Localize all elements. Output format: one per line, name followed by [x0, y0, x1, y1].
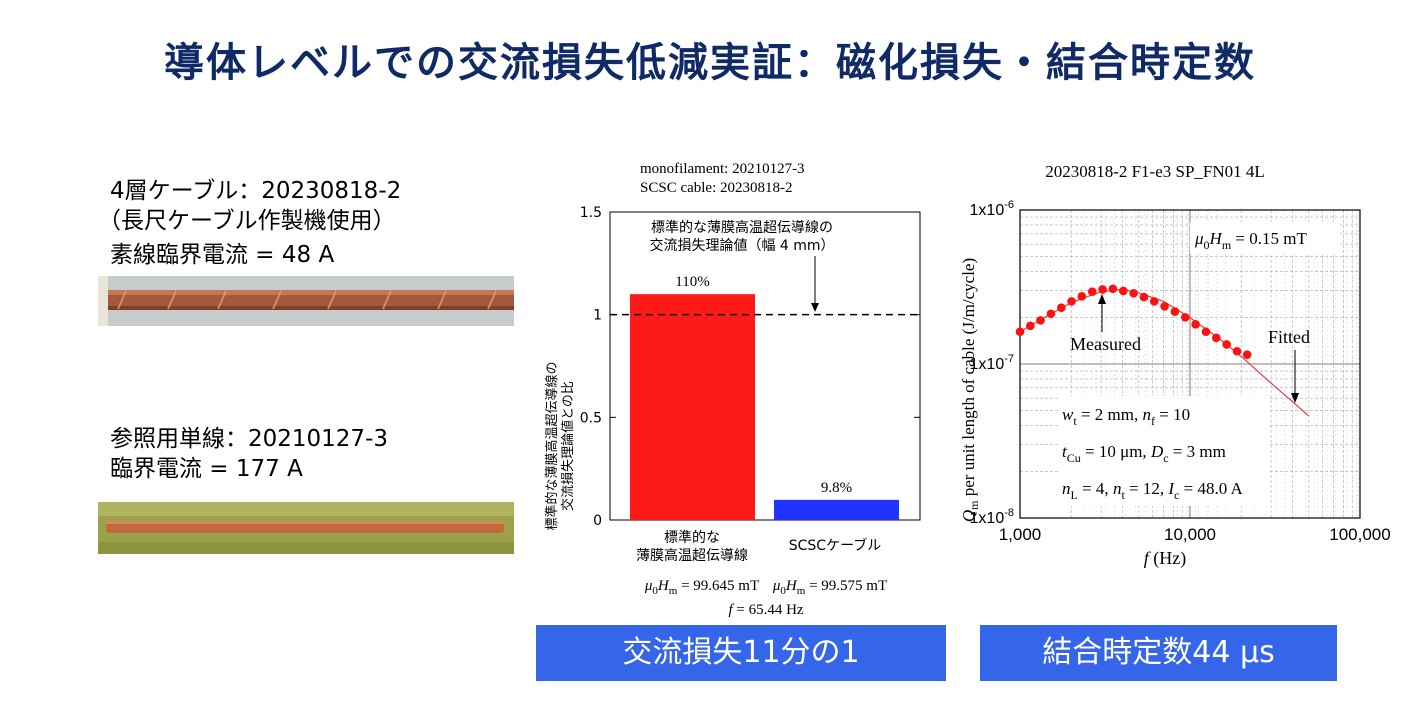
measured-point	[1015, 327, 1025, 337]
measured-point	[1201, 327, 1211, 337]
page-title: 導体レベルでの交流損失低減実証：磁化損失・結合時定数	[164, 40, 1256, 86]
bar-chart-axes: 0 0.5 1 1.5	[580, 205, 921, 529]
bar-y-tick-label: 1.5	[580, 205, 602, 221]
category-label-2: SCSCケーブル	[789, 537, 881, 554]
mono-name-text: 参照用単線：20210127-3	[110, 426, 388, 452]
bar-chart-header-1: monofilament: 20210127-3	[640, 161, 805, 177]
x-tick-label: 10,000	[1164, 525, 1216, 544]
loss-plot-marks	[1015, 284, 1310, 417]
measured-point	[1129, 288, 1138, 298]
time-constant-banner: 結合時定数44 μs	[980, 625, 1337, 681]
measured-point	[1222, 340, 1231, 349]
bar-chart-ylabel-2: 交流損失理論値との比	[560, 381, 576, 511]
bar-chart-marks: 110% 9.8%	[610, 274, 920, 520]
measured-label: Measured	[1070, 334, 1141, 354]
bar-data-label-2: 9.8%	[821, 480, 852, 496]
measured-point	[1170, 307, 1180, 316]
bar-y-tick-label: 1	[593, 308, 602, 324]
annotation-arrow-head	[811, 303, 819, 312]
bar-y-tick-label: 0	[593, 513, 602, 529]
measured-point	[1046, 309, 1056, 319]
field-label-bg	[1190, 222, 1338, 254]
measured-point	[1067, 297, 1076, 306]
bar-chart: monofilament: 20210127-3 SCSC cable: 202…	[544, 161, 921, 618]
measured-point	[1118, 286, 1128, 296]
measured-point	[1180, 313, 1190, 322]
bar-chart-header-2: SCSC cable: 20230818-2	[640, 180, 793, 196]
fitted-arrow-head	[1291, 393, 1299, 403]
measured-point	[1232, 346, 1242, 356]
measured-point	[1087, 287, 1097, 296]
monofilament-photo	[98, 502, 514, 554]
bar-data-label-1: 110%	[675, 274, 709, 290]
param-line-1: wt = 2 mm, nf = 10	[1062, 405, 1190, 428]
loss-plot-frame	[1019, 209, 1361, 519]
bar-2	[774, 499, 899, 520]
measured-point	[1191, 320, 1200, 329]
measured-arrow-head	[1098, 294, 1106, 304]
params-bg	[1058, 396, 1268, 506]
measured-point	[1098, 285, 1107, 294]
bar-chart-frame	[609, 211, 921, 521]
bar-condition-1: μ0Hm = 99.645 mT	[644, 578, 759, 597]
loss-plot-title: 20230818-2 F1-e3 SP_FN01 4L	[1045, 162, 1265, 181]
bar-frequency: f = 65.44 Hz	[728, 602, 803, 618]
category-label-1a: 標準的な	[664, 530, 720, 546]
measured-point	[1212, 333, 1221, 343]
bar-chart-ylabel-1: 標準的な薄膜高温超伝導線の	[544, 361, 560, 530]
bar-1	[630, 294, 755, 520]
measured-point	[1108, 284, 1118, 294]
measured-point	[1139, 292, 1149, 302]
x-tick-label: 1,000	[999, 525, 1042, 544]
measured-point	[1077, 292, 1087, 301]
field-label: μ0Hm = 0.15 mT	[1194, 229, 1307, 252]
measured-point	[1036, 316, 1045, 325]
measured-point	[1057, 303, 1066, 313]
measured-point	[1149, 297, 1159, 306]
reference-annotation-line1: 標準的な薄膜高温超伝導線の	[651, 219, 833, 236]
param-line-3: nL = 4, nt = 12, Ic = 48.0 A	[1062, 479, 1244, 502]
mono-ic-text: 臨界電流 = 177 A	[110, 456, 303, 482]
measured-point	[1160, 301, 1169, 311]
bar-condition-2: μ0Hm = 99.575 mT	[772, 578, 887, 597]
cable-note-text: （長尺ケーブル作製機使用）	[98, 208, 396, 234]
loss-reduction-banner: 交流損失11分の1	[536, 625, 946, 681]
x-tick-label: 100,000	[1329, 525, 1390, 544]
y-tick-label: 1x10-6	[970, 199, 1014, 219]
bar-y-tick-label: 0.5	[580, 410, 602, 426]
reference-annotation-line2: 交流損失理論値（幅 4 mm）	[649, 237, 834, 254]
y-tick-label: 1x10-8	[970, 507, 1014, 527]
y-tick-label: 1x10-7	[970, 353, 1014, 373]
measured-point	[1026, 321, 1035, 331]
loss-plot-ylabel: Qm per unit length of cable (J/m/cycle)	[959, 258, 981, 522]
loss-plot: 20230818-2 F1-e3 SP_FN01 4L 1,000 10,000 1…	[959, 162, 1391, 569]
measured-point	[1242, 350, 1252, 359]
cable-ic-text: 素線臨界電流 = 48 A	[110, 242, 335, 268]
cable-photo	[98, 276, 514, 326]
cable-name-text: 4層ケーブル：20230818-2	[110, 178, 402, 204]
loss-plot-axes: 1,000 10,000 100,000 1x10-8 1x10-7 1x10-6	[970, 199, 1391, 544]
loss-plot-xlabel: f (Hz)	[1144, 548, 1187, 569]
param-line-2: tCu = 10 μm, Dc = 3 mm	[1062, 442, 1226, 465]
fitted-label: Fitted	[1268, 327, 1310, 347]
category-label-1b: 薄膜高温超伝導線	[636, 547, 748, 564]
